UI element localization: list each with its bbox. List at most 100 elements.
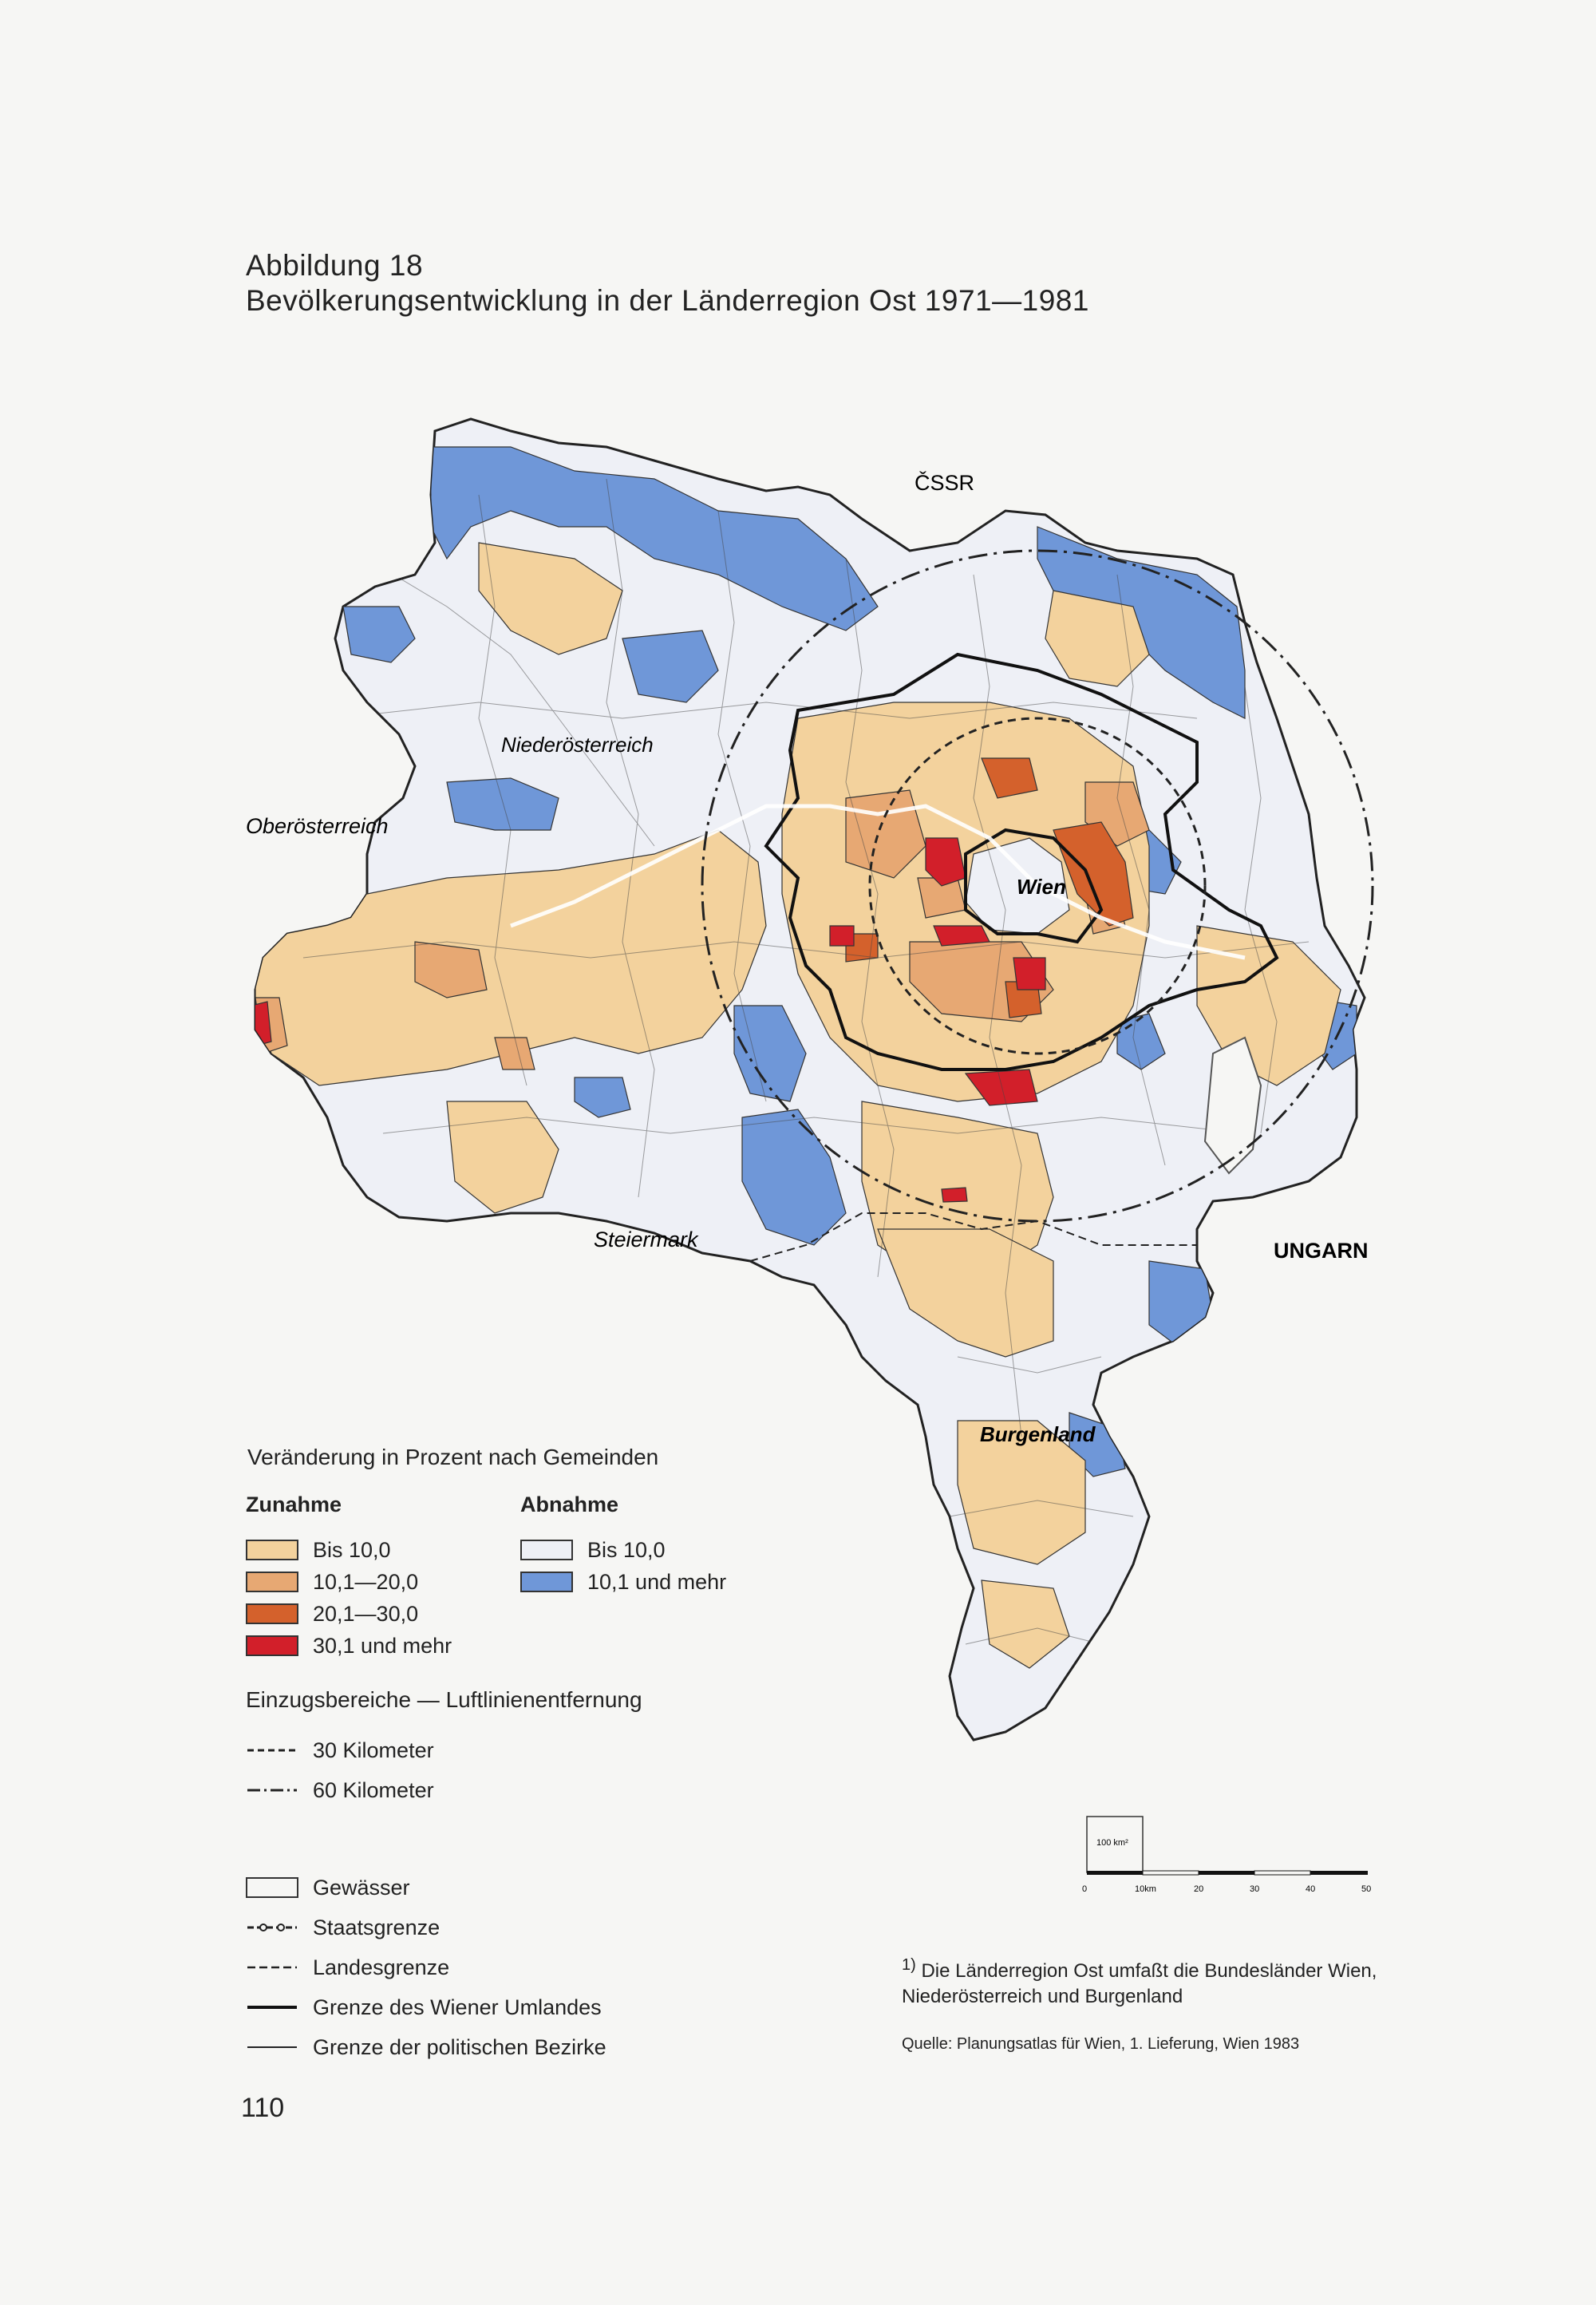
municipality-zone-inc4 — [1013, 957, 1046, 990]
municipality-zone-inc4 — [925, 837, 966, 887]
line-legend-label: Staatsgrenze — [313, 1915, 440, 1939]
scale-tick-20: 20 — [1194, 1884, 1203, 1894]
municipality-zone-dec2 — [622, 630, 719, 703]
district-lines — [302, 478, 1310, 1645]
legend-decrease-list: Bis 10,0 10,1 und mehr — [520, 1534, 726, 1598]
thick-line-icon — [247, 2006, 297, 2009]
legend-increase-title: Zunahme — [246, 1493, 342, 1516]
line-legend-umland: Grenze des Wiener Umlandes — [246, 1987, 606, 2027]
scale-inset-label: 100 km² — [1096, 1838, 1128, 1848]
danube-river — [510, 804, 1246, 960]
legend-increase-label: 20,1—30,0 — [313, 1601, 419, 1626]
vienna-surroundings-border — [764, 652, 1279, 1071]
footnote-text: Die Länderregion Ost umfaßt die Bundeslä… — [902, 1960, 1377, 2007]
line-legend-label: Grenze der politischen Bezirke — [313, 2034, 606, 2059]
province-border-line-icon — [247, 1966, 297, 1969]
legend-increase-row-1: Bis 10,0 — [246, 1534, 452, 1566]
line-legend-province-border: Landesgrenze — [246, 1947, 606, 1987]
catchment-list: 30 Kilometer 60 Kilometer — [246, 1730, 434, 1810]
legend-increase-row-3: 20,1—30,0 — [246, 1598, 452, 1630]
legend-increase-row-4: 30,1 und mehr — [246, 1630, 452, 1662]
label-oberoesterreich: Oberösterreich — [246, 814, 389, 838]
lake-neusiedl — [1203, 1036, 1262, 1175]
legend-decrease-label: 10,1 und mehr — [587, 1569, 727, 1594]
municipality-zone-dec2 — [741, 1109, 847, 1246]
label-niederoesterreich: Niederösterreich — [501, 733, 654, 757]
catchment-circle-60km — [701, 549, 1374, 1223]
label-cssr: ČSSR — [915, 470, 974, 495]
municipality-zone-inc4 — [964, 1069, 1038, 1106]
state-border-line-icon — [247, 1923, 297, 1931]
line-legend-water: Gewässer — [246, 1868, 606, 1908]
scale-tick-10: 10km — [1135, 1884, 1156, 1894]
figure-title: Bevölkerungsentwicklung in der Länderreg… — [246, 284, 1089, 317]
legend-increase-list: Bis 10,0 10,1—20,0 20,1—30,0 30,1 und me… — [246, 1534, 452, 1662]
municipality-zone-dec2 — [574, 1077, 631, 1118]
line-legend-label: Grenze des Wiener Umlandes — [313, 1995, 602, 2019]
legend-decrease-label: Bis 10,0 — [587, 1537, 666, 1562]
page-number: 110 — [241, 2093, 285, 2123]
swatch-inc-3 — [246, 1603, 298, 1624]
legend-increase-row-2: 10,1—20,0 — [246, 1566, 452, 1598]
scale-tick-50: 50 — [1361, 1884, 1371, 1894]
swatch-dec-1 — [520, 1540, 573, 1560]
catchment-row-60km: 60 Kilometer — [246, 1770, 434, 1810]
municipality-zone-inc2 — [494, 1037, 535, 1070]
legend-increase-label: 30,1 und mehr — [313, 1633, 452, 1658]
footnote-marker: 1) — [902, 1956, 916, 1974]
municipality-zone-inc3 — [1053, 821, 1134, 927]
municipality-zone-dec2 — [446, 777, 559, 831]
label-wien: Wien — [1017, 875, 1066, 899]
municipality-zone-inc3 — [981, 757, 1038, 799]
line-legend-label: Landesgrenze — [313, 1955, 450, 1979]
line-legend-list: Gewässer Staatsgrenze Landesgrenze Grenz… — [246, 1868, 606, 2067]
line-legend-district: Grenze der politischen Bezirke — [246, 2027, 606, 2067]
municipality-zone-inc2 — [414, 941, 488, 998]
legend-increase-label: Bis 10,0 — [313, 1537, 391, 1562]
label-steiermark: Steiermark — [594, 1228, 699, 1251]
legend-heading: Veränderung in Prozent nach Gemeinden — [247, 1445, 659, 1469]
catchment-circle-30km — [868, 717, 1207, 1055]
catchment-label: 30 Kilometer — [313, 1738, 434, 1762]
legend-decrease-row-1: Bis 10,0 — [520, 1534, 726, 1566]
municipality-zone-inc4 — [941, 1187, 968, 1203]
catchment-label: 60 Kilometer — [313, 1777, 434, 1802]
vienna-border — [964, 828, 1104, 944]
legend-increase-label: 10,1—20,0 — [313, 1569, 419, 1594]
dashed-line-icon — [247, 1749, 297, 1752]
swatch-inc-4 — [246, 1635, 298, 1656]
catchment-row-30km: 30 Kilometer — [246, 1730, 434, 1770]
figure-label: Abbildung 18 — [246, 249, 424, 282]
province-border-burgenland — [749, 1212, 1197, 1262]
line-legend-state-border: Staatsgrenze — [246, 1908, 606, 1947]
municipality-zone-inc1 — [981, 1579, 1070, 1669]
municipality-zone-inc1 — [255, 829, 767, 1086]
label-burgenland: Burgenland — [980, 1422, 1096, 1446]
footnote: 1) Die Länderregion Ost umfaßt die Bunde… — [902, 1952, 1396, 2010]
catchment-heading: Einzugsbereiche — Luftlinienentfernung — [246, 1687, 642, 1712]
swatch-inc-2 — [246, 1572, 298, 1592]
municipality-zone-dec2 — [430, 446, 879, 631]
municipality-zone-dec2 — [342, 606, 416, 663]
scale-bar: 100 km² 0 10km 20 30 40 50 — [1082, 1816, 1371, 1894]
scale-tick-40: 40 — [1306, 1884, 1315, 1894]
thin-line-icon — [247, 2046, 297, 2048]
legend-decrease-title: Abnahme — [520, 1493, 619, 1516]
municipality-zone-inc4 — [933, 925, 990, 947]
municipality-zone-dec2 — [733, 1005, 807, 1102]
label-ungarn: UNGARN — [1274, 1239, 1369, 1263]
municipality-zone-inc4 — [829, 925, 855, 947]
legend-decrease-row-2: 10,1 und mehr — [520, 1566, 726, 1598]
dash-dot-line-icon — [247, 1789, 297, 1792]
source-note: Quelle: Planungsatlas für Wien, 1. Liefe… — [902, 2035, 1300, 2053]
municipality-zone-inc1 — [446, 1101, 559, 1214]
line-legend-label: Gewässer — [313, 1875, 410, 1900]
scale-tick-30: 30 — [1250, 1884, 1259, 1894]
municipality-zone-inc1 — [957, 1420, 1086, 1565]
scale-tick-0: 0 — [1082, 1884, 1087, 1894]
swatch-dec-2 — [520, 1572, 573, 1592]
municipality-zone-inc1 — [478, 542, 623, 655]
swatch-inc-1 — [246, 1540, 298, 1560]
water-box-icon — [246, 1877, 298, 1898]
